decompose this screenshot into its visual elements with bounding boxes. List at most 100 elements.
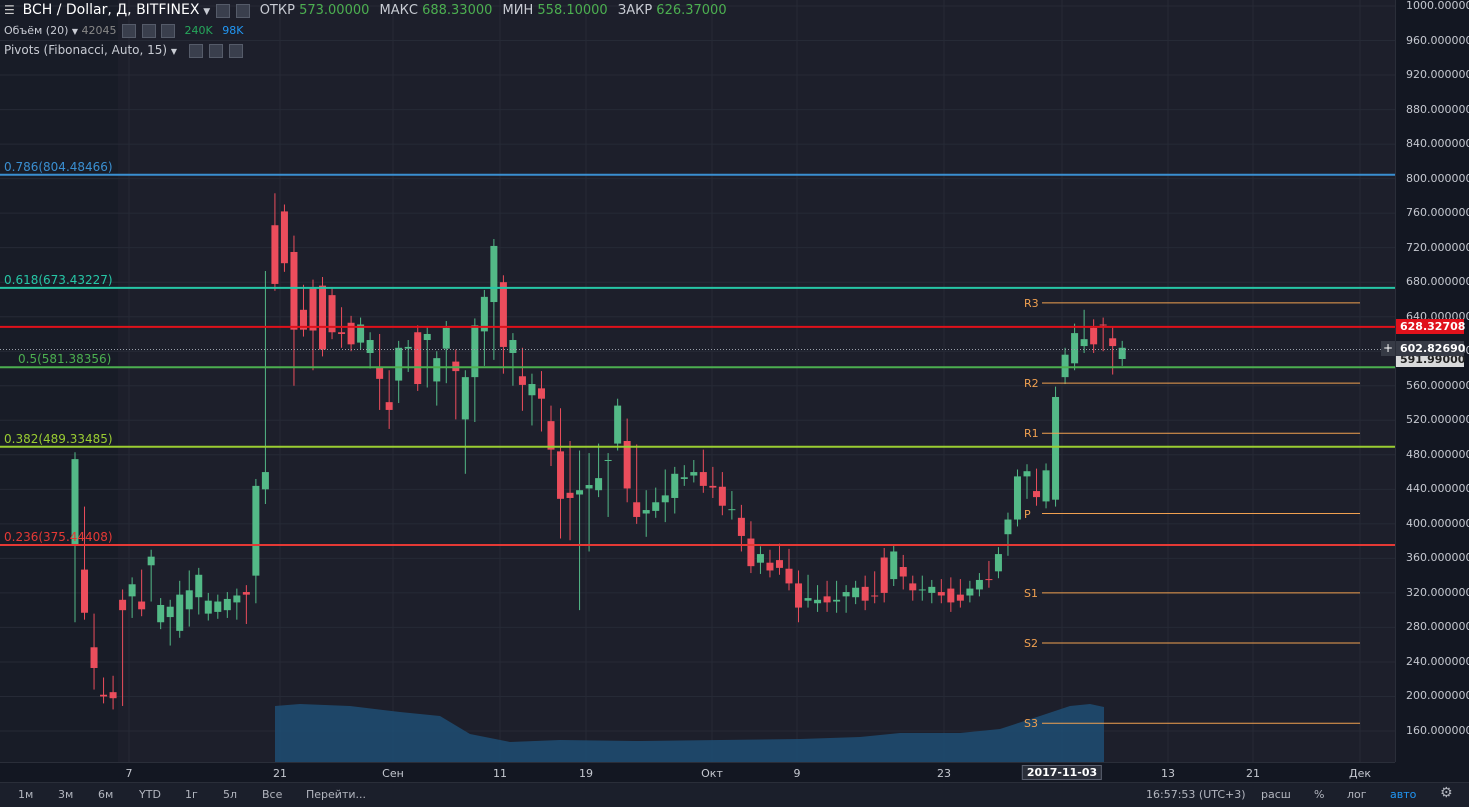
pivot-label: R2 xyxy=(1024,377,1039,391)
gear-icon[interactable]: ⚙ xyxy=(1440,785,1453,801)
hamburger-icon[interactable]: ☰ xyxy=(4,3,15,17)
candle-body xyxy=(442,327,450,349)
candle-body xyxy=(823,596,831,603)
settings-icon[interactable] xyxy=(141,24,156,38)
candle-body xyxy=(214,601,222,612)
pivots-legend[interactable]: Pivots (Fibonacci, Auto, 15) ▼ xyxy=(4,43,243,58)
price-tick-label: 880.000000 xyxy=(1406,102,1469,116)
candle-body xyxy=(994,554,1002,572)
time-tick-label: Окт xyxy=(701,767,723,780)
candle-body xyxy=(319,285,327,350)
time-tick-label: 2017-11-03 xyxy=(1021,765,1103,780)
candle-body xyxy=(728,509,736,511)
candle-body xyxy=(509,340,517,353)
eye-icon[interactable] xyxy=(122,24,137,38)
close-label: ЗАКР xyxy=(617,3,653,18)
price-tick-label: 440.000000 xyxy=(1406,482,1469,496)
last-price-tag: 591.99000 xyxy=(1396,352,1465,368)
chart-plot-area[interactable]: ☰ BCH / Dollar, Д, BITFINEX ▼ ОТКР 573.0… xyxy=(0,0,1395,762)
candle-body xyxy=(366,340,374,353)
range-all[interactable]: Все xyxy=(262,788,283,801)
range-5y[interactable]: 5л xyxy=(223,788,238,801)
eye-icon[interactable] xyxy=(216,3,231,18)
chevron-down-icon[interactable]: ▼ xyxy=(203,7,211,17)
candle-body xyxy=(499,282,507,347)
price-tick-label: 240.000000 xyxy=(1406,654,1469,668)
candle-body xyxy=(890,551,898,580)
candle-body xyxy=(795,583,803,608)
candle-body xyxy=(652,502,660,511)
close-icon[interactable] xyxy=(161,24,176,38)
range-1m[interactable]: 1м xyxy=(18,788,34,801)
candle-body xyxy=(814,599,822,604)
candle-body xyxy=(633,502,641,517)
candle-body xyxy=(537,388,545,399)
close-icon[interactable] xyxy=(228,43,243,58)
pivots-indicator-name[interactable]: Pivots (Fibonacci, Auto, 15) xyxy=(4,43,168,57)
goto-date-button[interactable]: Перейти... xyxy=(306,788,366,801)
candle-body xyxy=(357,324,365,343)
high-label: МАКС xyxy=(379,3,418,18)
candle-body xyxy=(157,604,165,623)
price-tick-label: 320.000000 xyxy=(1406,585,1469,599)
time-axis[interactable]: 7 21 Сен 11 19 Окт 9 23 2017-11-03 13 21 Дек xyxy=(0,762,1395,783)
candle-body xyxy=(576,490,584,495)
extended-hours-toggle[interactable]: расш xyxy=(1261,788,1291,801)
volume-value-3: 98K xyxy=(222,24,244,37)
price-tick-label: 200.000000 xyxy=(1406,689,1469,703)
volume-indicator-name[interactable]: Объём (20) xyxy=(4,24,69,37)
candle-body xyxy=(280,211,288,264)
log-toggle[interactable]: лог xyxy=(1347,788,1367,801)
chevron-down-icon[interactable]: ▼ xyxy=(71,27,79,36)
candle-body xyxy=(804,598,812,601)
candle-body xyxy=(918,589,926,591)
candle-body xyxy=(204,600,212,614)
candle-body xyxy=(766,562,774,571)
eye-icon[interactable] xyxy=(188,43,203,58)
price-chart[interactable] xyxy=(0,0,1395,762)
price-tick-label: 760.000000 xyxy=(1406,206,1469,220)
candle-body xyxy=(928,586,936,593)
candle-body xyxy=(1042,470,1050,502)
range-6m[interactable]: 6м xyxy=(98,788,114,801)
auto-scale-toggle[interactable]: авто xyxy=(1390,788,1417,801)
candle-body xyxy=(176,594,184,631)
candle-body xyxy=(737,517,745,536)
fib-level-label: 0.5(581.38356) xyxy=(18,352,112,367)
low-label: МИН xyxy=(502,3,534,18)
range-1y[interactable]: 1г xyxy=(185,788,198,801)
price-axis[interactable]: 1000.000000 960.000000 920.000000 880.00000… xyxy=(1395,0,1469,762)
volume-value-1: 42045 xyxy=(81,24,117,37)
candle-body xyxy=(937,592,945,596)
clock-display[interactable]: 16:57:53 (UTC+3) xyxy=(1146,788,1246,801)
pivot-label: P xyxy=(1024,507,1031,521)
price-tick-label: 400.000000 xyxy=(1406,516,1469,530)
candle-body xyxy=(147,556,155,566)
candle-body xyxy=(480,296,488,332)
range-ytd[interactable]: YTD xyxy=(139,788,161,801)
close-value: 626.37000 xyxy=(656,3,727,18)
plus-icon[interactable]: + xyxy=(1381,340,1395,356)
percent-toggle[interactable]: % xyxy=(1314,788,1325,801)
candle-body xyxy=(242,592,250,595)
volume-value-2: 240K xyxy=(184,24,213,37)
candle-body xyxy=(880,557,888,593)
volume-legend[interactable]: Объём (20) ▼ 42045 240K 98K xyxy=(4,24,243,38)
settings-icon[interactable] xyxy=(235,3,250,18)
settings-icon[interactable] xyxy=(208,43,223,58)
chevron-down-icon[interactable]: ▼ xyxy=(170,47,178,56)
candle-body xyxy=(756,554,764,563)
candle-body xyxy=(233,595,241,603)
candle-body xyxy=(718,486,726,506)
candle-body xyxy=(138,601,146,610)
candle-body xyxy=(518,376,526,385)
symbol-title[interactable]: BCH / Dollar, Д, BITFINEX xyxy=(22,2,200,18)
candle-body xyxy=(1080,339,1088,347)
time-tick-label: 21 xyxy=(1246,767,1260,780)
symbol-legend[interactable]: ☰ BCH / Dollar, Д, BITFINEX ▼ ОТКР 573.0… xyxy=(4,2,727,18)
candle-body xyxy=(785,568,793,584)
candle-body xyxy=(909,583,917,591)
candle-body xyxy=(642,510,650,514)
candle-body xyxy=(699,472,707,486)
range-3m[interactable]: 3м xyxy=(58,788,74,801)
